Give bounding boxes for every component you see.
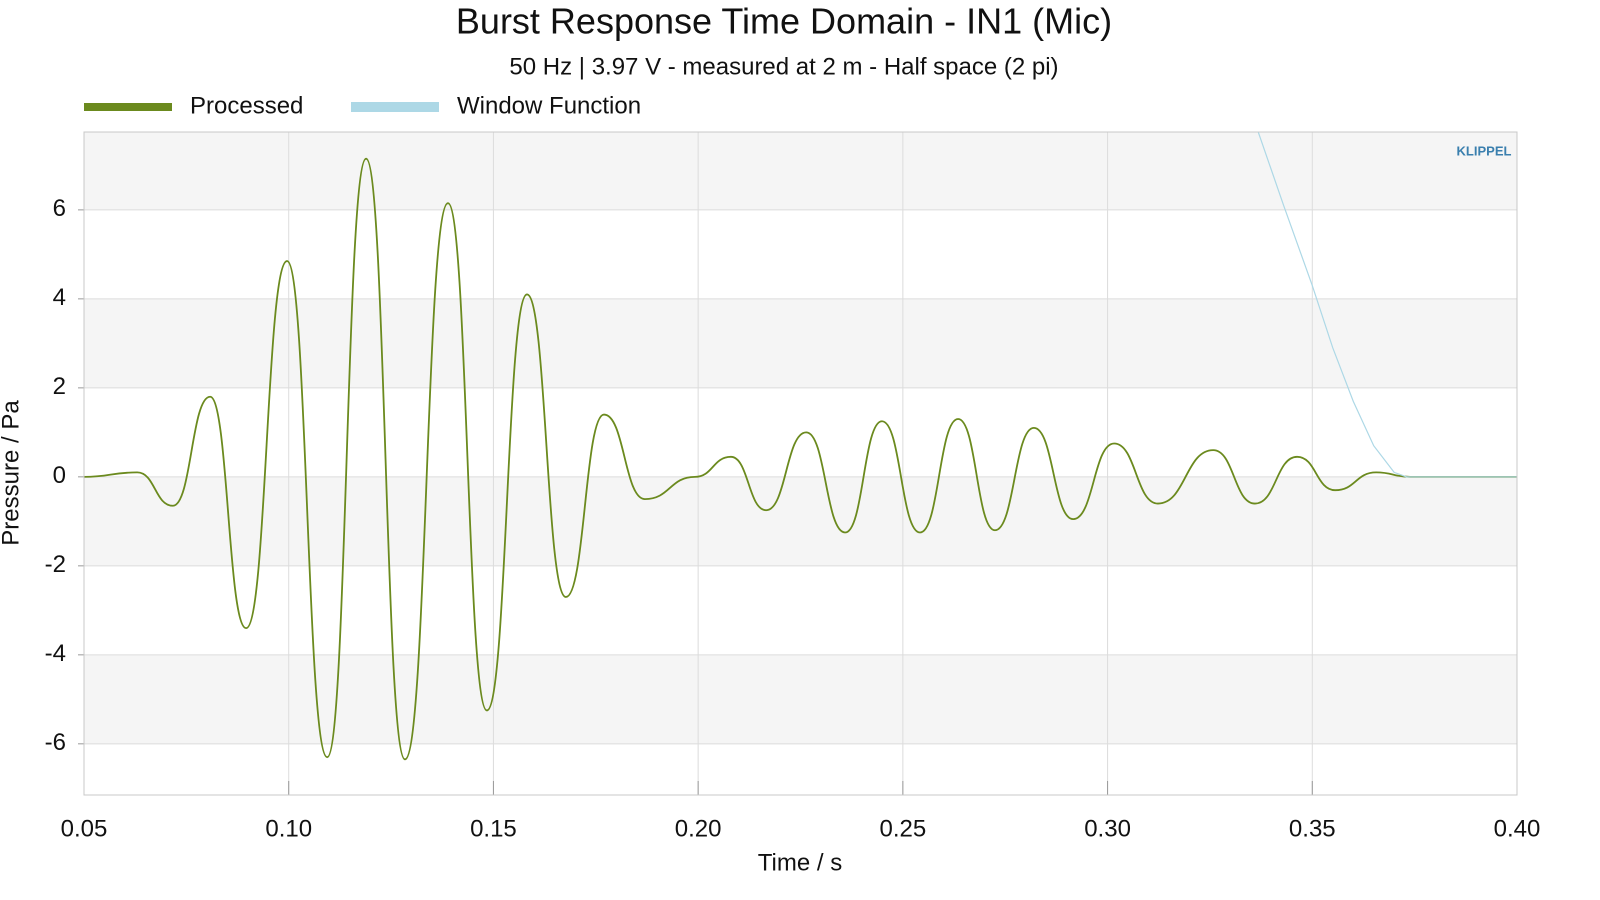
y-tick-label: 2 — [53, 373, 66, 400]
plot-band — [84, 743, 1517, 795]
x-axis-label: Time / s — [758, 849, 842, 876]
plot-band — [84, 132, 1517, 210]
plot-background — [84, 132, 1517, 795]
plot-band — [84, 476, 1517, 566]
y-axis-label: Pressure / Pa — [0, 400, 24, 546]
y-tick-label: 6 — [53, 195, 66, 222]
logo: KLIPPEL — [1457, 143, 1512, 158]
plot-frame — [83, 131, 1518, 796]
y-tick-label: -2 — [45, 551, 66, 578]
y-tick-label: -6 — [45, 729, 66, 756]
x-tick-label: 0.25 — [879, 815, 926, 842]
chart-subtitle: 50 Hz | 3.97 V - measured at 2 m - Half … — [509, 53, 1058, 80]
y-tick-label: -4 — [45, 640, 66, 667]
plot-band — [84, 298, 1517, 388]
x-tick-label: 0.20 — [675, 815, 722, 842]
y-tick-label: 0 — [53, 462, 66, 489]
legend-label: Window Function — [457, 92, 641, 119]
x-tick-label: 0.30 — [1084, 815, 1131, 842]
chart-title: Burst Response Time Domain - IN1 (Mic) — [456, 1, 1112, 42]
plot-lines — [84, 132, 1517, 761]
x-tick-label: 0.05 — [61, 815, 108, 842]
plot-band — [84, 654, 1517, 744]
series-line — [84, 157, 1517, 761]
plot-band — [84, 209, 1517, 299]
plot-band — [84, 387, 1517, 477]
y-tick-label: 4 — [53, 284, 66, 311]
x-tick-label: 0.40 — [1494, 815, 1541, 842]
x-tick-label: 0.10 — [265, 815, 312, 842]
plot-band — [84, 565, 1517, 655]
x-tick-label: 0.15 — [470, 815, 517, 842]
series-line — [1257, 132, 1517, 478]
legend-label: Processed — [190, 92, 303, 119]
x-tick-label: 0.35 — [1289, 815, 1336, 842]
